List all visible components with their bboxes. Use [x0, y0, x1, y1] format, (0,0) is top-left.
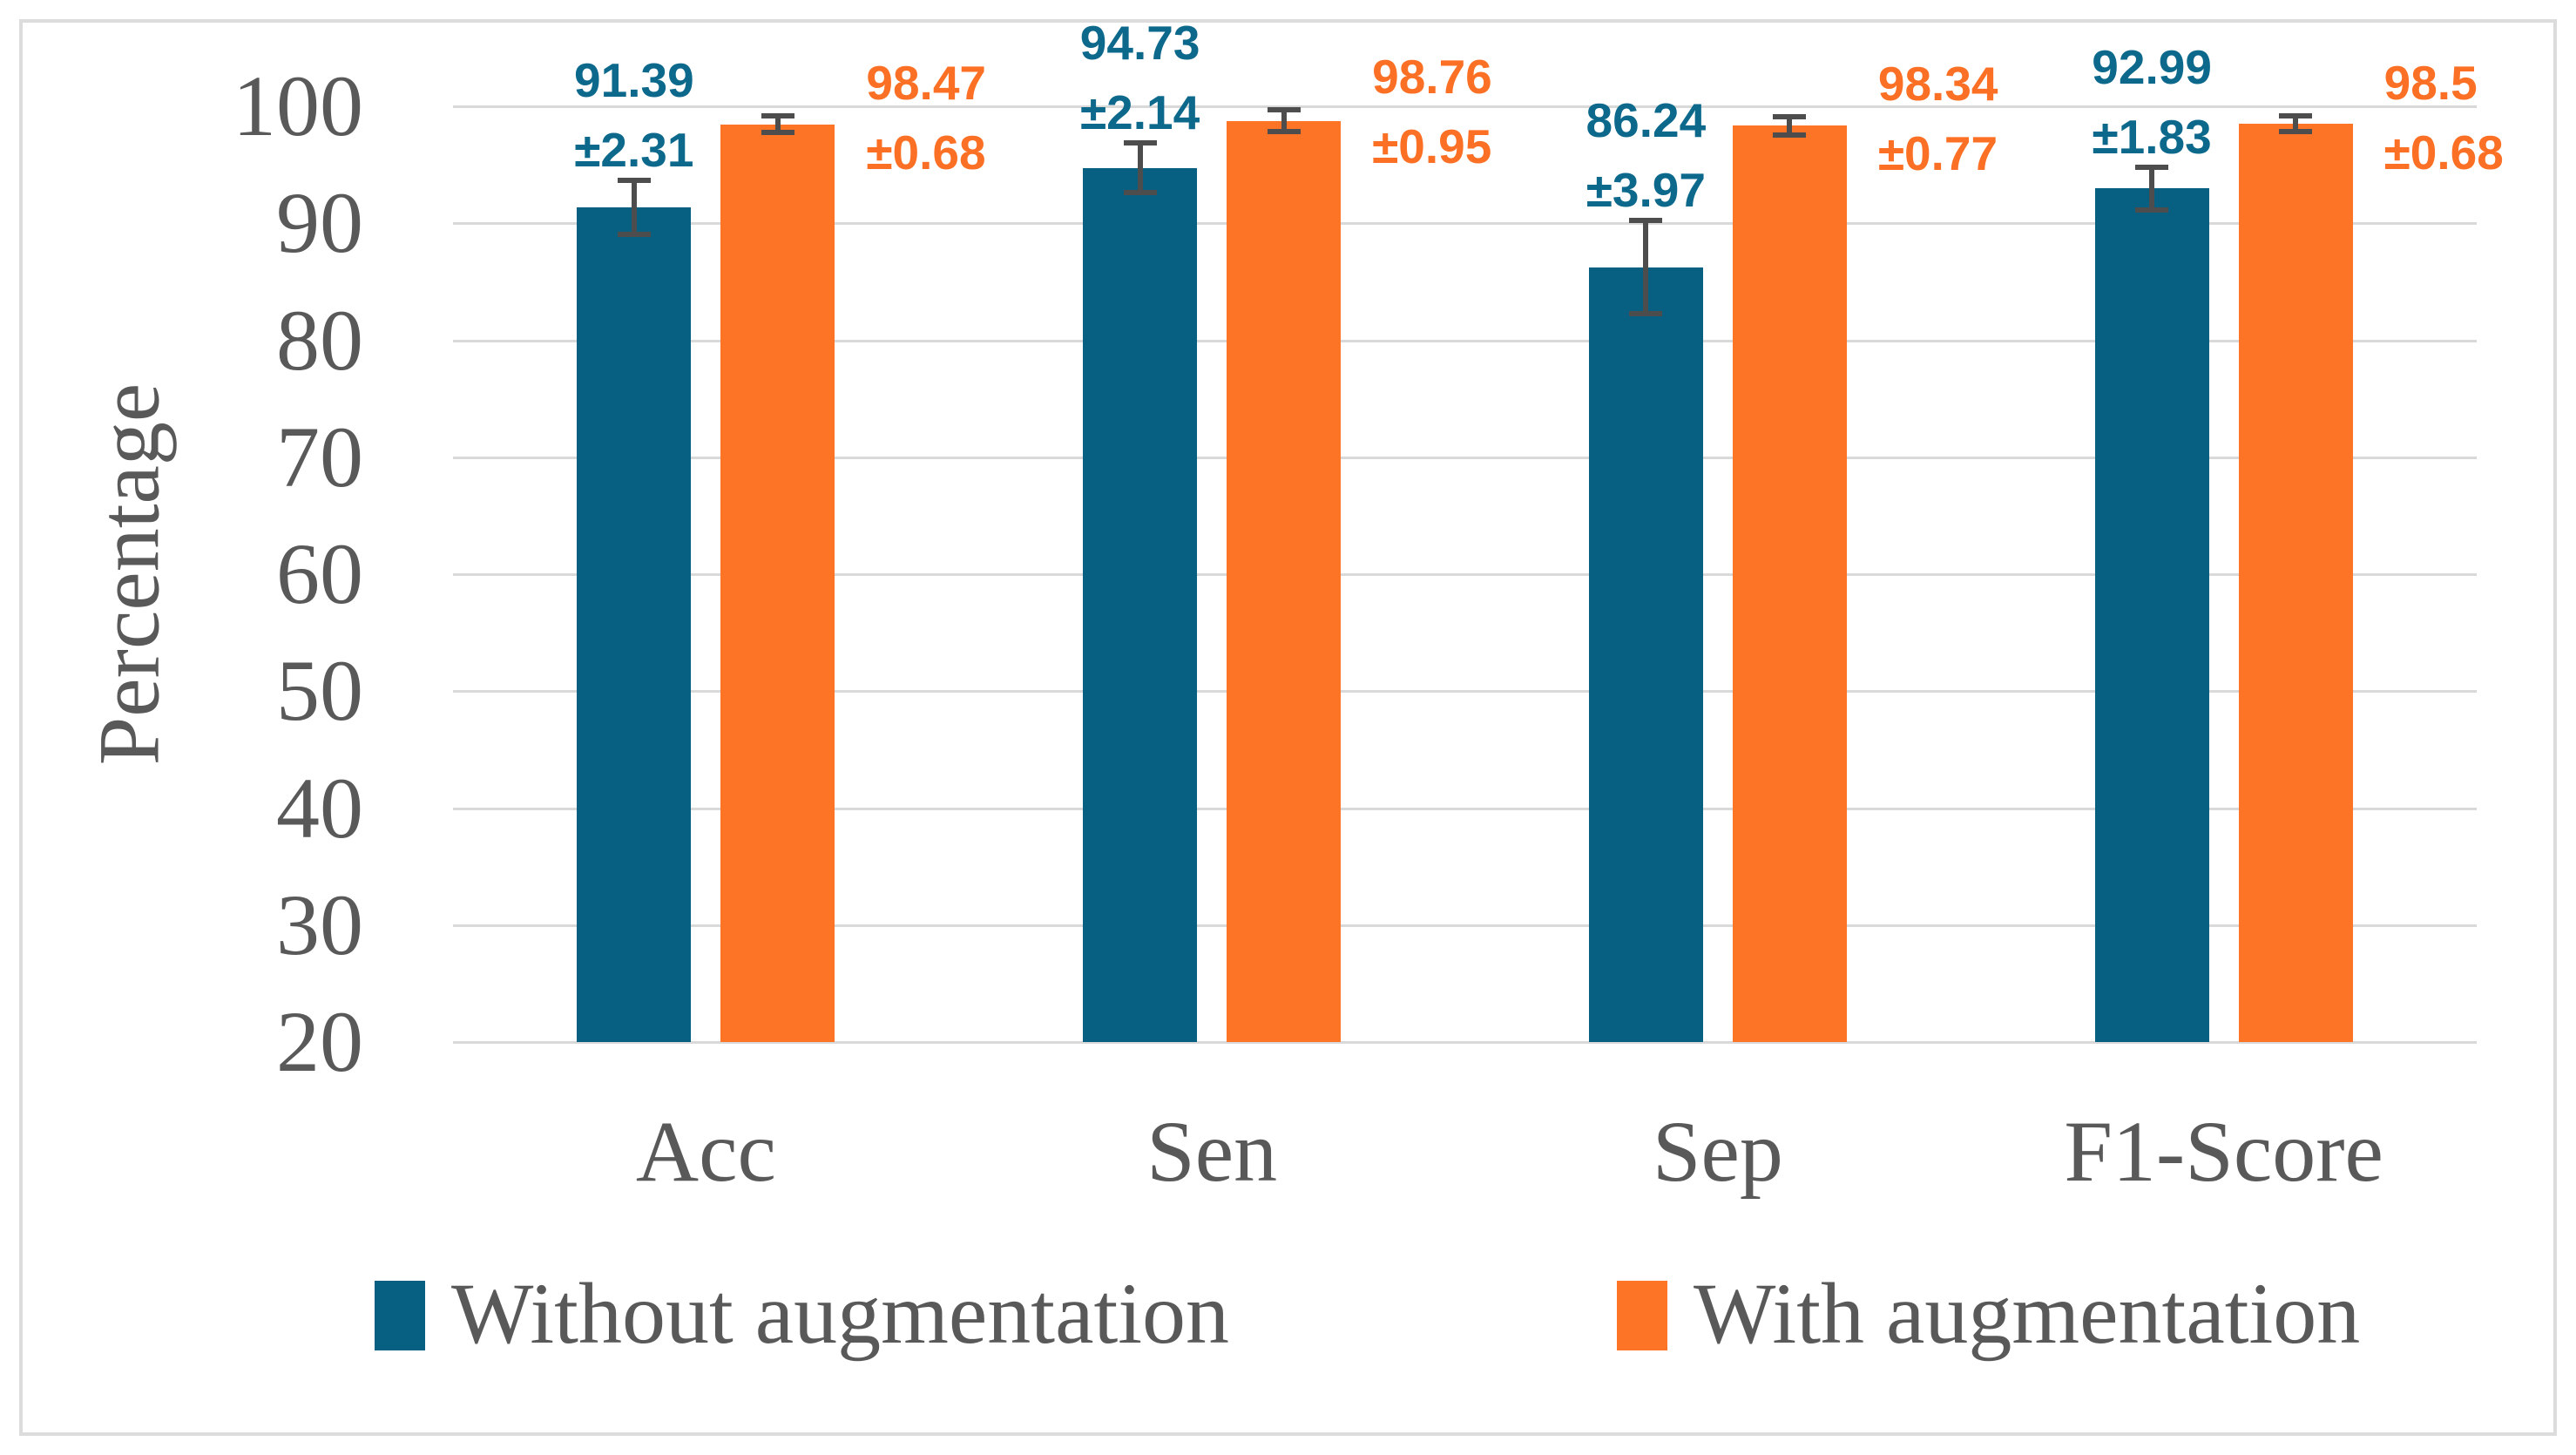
value-text: 86.24	[1585, 93, 1707, 148]
y-tick-90: 90	[276, 174, 363, 272]
error-bar-with-augmentation-acc-cap-bottom	[761, 129, 794, 135]
bar-without-augmentation-sep	[1588, 267, 1703, 1042]
error-bar-with-augmentation-sep-cap-bottom	[1773, 132, 1807, 138]
error-bar-with-augmentation-sep-cap-top	[1773, 113, 1807, 119]
error-bar-without-augmentation-f1-score-cap-bottom	[2135, 206, 2169, 213]
gridline-50	[453, 690, 2477, 694]
error-bar-without-augmentation-sen-cap-top	[1123, 140, 1157, 146]
legend: Without augmentation With augmentation	[375, 1262, 2360, 1366]
error-bar-with-augmentation-f1-score-cap-top	[2279, 113, 2313, 118]
bar-with-augmentation-acc	[720, 124, 835, 1042]
error-text: ±0.95	[1372, 118, 1492, 173]
error-bar-with-augmentation-sen-cap-top	[1267, 106, 1301, 112]
value-text: 98.47	[866, 56, 987, 111]
error-bar-without-augmentation-f1-score-cap-top	[2135, 164, 2169, 170]
value-text: 92.99	[2092, 39, 2212, 94]
error-bar-without-augmentation-sen-cap-bottom	[1123, 190, 1157, 196]
error-bar-without-augmentation-acc-cap-bottom	[617, 231, 651, 237]
y-tick-60: 60	[276, 525, 363, 622]
x-label-acc: Acc	[635, 1103, 776, 1200]
y-tick-100: 100	[233, 58, 363, 154]
value-label-with-augmentation-sen: 98.76 ±0.95	[1372, 42, 1668, 181]
bar-without-augmentation-f1-score	[2094, 188, 2209, 1042]
value-label-without-augmentation-acc: 91.39 ±2.31	[486, 45, 782, 185]
y-tick-40: 40	[276, 759, 363, 856]
value-text: 98.76	[1372, 49, 1492, 104]
gridline-80	[453, 339, 2477, 342]
x-label-sep: Sep	[1652, 1103, 1783, 1200]
error-bar-with-augmentation-sep-stem	[1787, 116, 1793, 135]
error-text: ±0.68	[866, 125, 986, 180]
error-bar-with-augmentation-f1-score-cap-bottom	[2279, 129, 2313, 135]
error-bar-without-augmentation-sep-cap-top	[1629, 218, 1663, 224]
x-label-f1-score: F1-Score	[2064, 1103, 2383, 1200]
error-bar-with-augmentation-sen-cap-bottom	[1267, 129, 1301, 135]
gridline-60	[453, 573, 2477, 576]
y-tick-20: 20	[276, 993, 363, 1090]
y-tick-80: 80	[276, 291, 363, 389]
bar-without-augmentation-acc	[577, 206, 692, 1042]
gridline-100	[453, 105, 2477, 108]
x-label-sen: Sen	[1146, 1103, 1278, 1200]
bar-without-augmentation-sen	[1083, 167, 1198, 1042]
legend-item-with-augmentation: With augmentation	[1617, 1262, 2360, 1366]
error-bar-without-augmentation-sen-stem	[1137, 143, 1143, 193]
error-bar-with-augmentation-acc-cap-top	[761, 113, 794, 119]
value-text: 98.5	[2383, 56, 2478, 110]
y-tick-70: 70	[276, 408, 363, 505]
legend-label: Without augmentation	[451, 1265, 1230, 1362]
error-text: ±0.68	[2383, 125, 2504, 179]
error-bar-without-augmentation-acc-cap-top	[617, 177, 651, 183]
error-text: ±2.31	[574, 122, 694, 177]
legend-label: With augmentation	[1694, 1265, 2361, 1362]
error-bar-with-augmentation-sen-stem	[1281, 109, 1287, 132]
error-text: ±3.97	[1585, 163, 1706, 218]
legend-swatch-with-augmentation	[1617, 1281, 1668, 1350]
value-label-with-augmentation-f1-score: 98.5 ±0.68	[2384, 48, 2576, 187]
bar-with-augmentation-sen	[1227, 120, 1342, 1042]
error-text: ±2.14	[1080, 85, 1200, 140]
value-text: 91.39	[574, 52, 694, 107]
value-text: 94.73	[1079, 16, 1200, 71]
error-text: ±0.77	[1877, 125, 1998, 180]
gridline-20	[453, 1041, 2477, 1044]
value-label-with-augmentation-sep: 98.34 ±0.77	[1878, 49, 2174, 188]
error-bar-without-augmentation-sep-stem	[1643, 220, 1649, 315]
value-label-without-augmentation-sep: 86.24 ±3.97	[1498, 85, 1794, 225]
value-text: 98.34	[1877, 56, 1998, 111]
error-bar-without-augmentation-sep-cap-bottom	[1629, 311, 1663, 317]
error-text: ±1.83	[2092, 109, 2212, 164]
value-label-with-augmentation-acc: 98.47 ±0.68	[866, 48, 1162, 187]
y-tick-50: 50	[276, 642, 363, 740]
value-label-without-augmentation-sen: 94.73 ±2.14	[992, 8, 1288, 147]
y-tick-30: 30	[276, 876, 363, 973]
error-bar-with-augmentation-f1-score-stem	[2293, 116, 2299, 132]
gridline-40	[453, 807, 2477, 810]
error-bar-with-augmentation-acc-stem	[774, 116, 781, 132]
gridline-70	[453, 456, 2477, 459]
gridline-30	[453, 924, 2477, 927]
gridline-90	[453, 222, 2477, 226]
y-axis-title: Percentage	[80, 382, 178, 766]
bar-with-augmentation-f1-score	[2238, 124, 2353, 1042]
bar-with-augmentation-sep	[1732, 125, 1847, 1042]
error-bar-without-augmentation-f1-score-stem	[2149, 166, 2155, 210]
legend-item-without-augmentation: Without augmentation	[375, 1262, 1229, 1366]
value-label-without-augmentation-f1-score: 92.99 ±1.83	[2004, 32, 2300, 172]
error-bar-without-augmentation-acc-stem	[631, 179, 637, 234]
legend-swatch-without-augmentation	[375, 1281, 425, 1350]
